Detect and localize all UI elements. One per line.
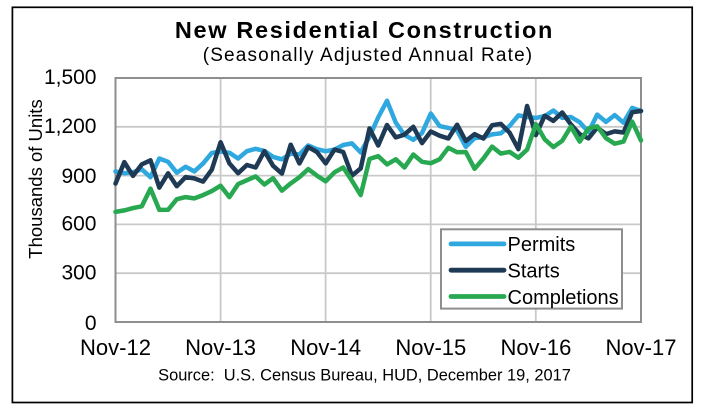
svg-text:600: 600	[61, 213, 96, 236]
svg-text:New Residential Construction: New Residential Construction	[175, 17, 554, 43]
svg-text:0: 0	[85, 312, 97, 335]
svg-text:Starts: Starts	[508, 261, 560, 283]
svg-text:1,500: 1,500	[44, 66, 97, 89]
svg-text:(Seasonally Adjusted Annual Ra: (Seasonally Adjusted Annual Rate)	[203, 45, 534, 66]
svg-text:Thousands of Units: Thousands of Units	[25, 99, 46, 258]
svg-text:Completions: Completions	[508, 287, 619, 309]
svg-text:300: 300	[61, 261, 96, 284]
svg-text:Nov-17: Nov-17	[606, 335, 677, 360]
svg-text:900: 900	[61, 165, 96, 188]
svg-text:Nov-14: Nov-14	[290, 335, 361, 360]
svg-text:Nov-16: Nov-16	[500, 335, 571, 360]
svg-text:Nov-13: Nov-13	[185, 335, 256, 360]
svg-text:Permits: Permits	[508, 234, 576, 256]
svg-text:Nov-15: Nov-15	[395, 335, 466, 360]
svg-text:1,200: 1,200	[44, 115, 97, 138]
svg-text:Source: U.S. Census Bureau, H: Source: U.S. Census Bureau, HUD, Decembe…	[158, 367, 571, 385]
svg-text:Nov-12: Nov-12	[80, 335, 151, 360]
